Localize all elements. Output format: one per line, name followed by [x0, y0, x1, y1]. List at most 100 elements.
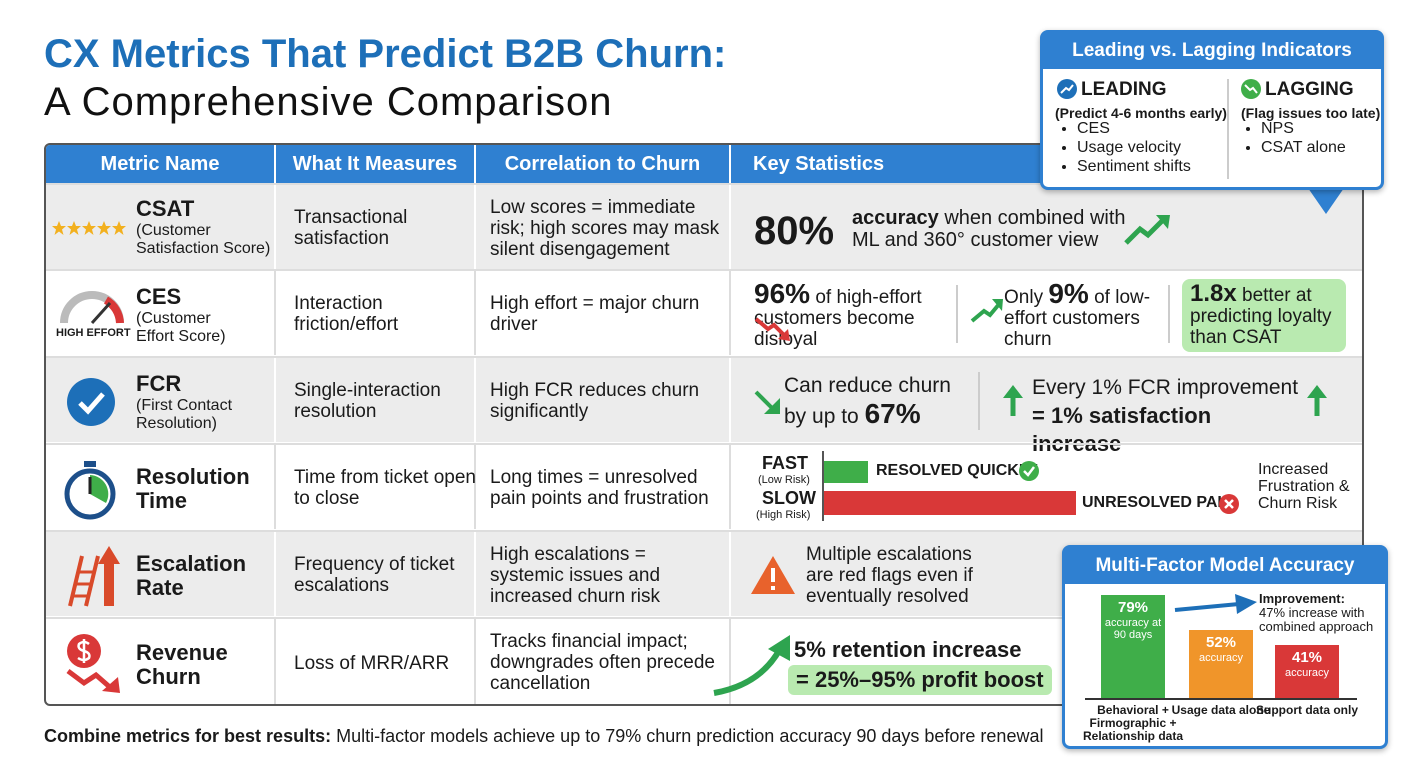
- stat-text: Multiple escalations are red flags even …: [806, 544, 973, 607]
- fast-bar-label: RESOLVED QUICKLY: [876, 462, 1038, 479]
- revenue-down-icon: [66, 634, 120, 693]
- baseline: [1085, 698, 1357, 700]
- category-label: Usage data alone: [1171, 703, 1271, 717]
- correlation: High FCR reduces churn significantly: [490, 380, 700, 422]
- fast-note: (Low Risk): [758, 474, 810, 486]
- trend-up-icon: [713, 635, 790, 696]
- stat-big: 9%: [1048, 278, 1089, 309]
- stat-text: better at predicting loyalty than CSAT: [1190, 285, 1332, 348]
- footer-text: Multi-factor models achieve up to 79% ch…: [336, 726, 1044, 746]
- subtitle: A Comprehensive Comparison: [44, 80, 613, 124]
- stat: Only 9% of low-effort customers churn: [1004, 280, 1174, 351]
- measures: Time from ticket open to close: [294, 467, 476, 509]
- fast-bar: [824, 461, 868, 483]
- value-label: 52%: [1205, 634, 1237, 652]
- list-item: NPS: [1261, 119, 1346, 138]
- stat-text: when combined with ML and 360° customer …: [852, 207, 1126, 251]
- trend-up-icon: [1124, 215, 1170, 245]
- correlation: High effort = major churn driver: [490, 293, 700, 335]
- measures: Interaction friction/effort: [294, 293, 399, 335]
- value-label: 79%: [1117, 599, 1149, 617]
- metric-name: CSAT: [136, 196, 195, 221]
- stat-text: 5% retention increase: [794, 637, 1022, 662]
- fast-label: FAST: [762, 453, 809, 473]
- warning-icon: [751, 556, 795, 594]
- row: CSAT (Customer Satisfaction Score) Trans…: [46, 183, 1362, 269]
- metric-name: CES: [136, 284, 182, 309]
- callout-pointer: [1308, 188, 1344, 214]
- check-icon: [67, 378, 115, 426]
- row: FCR (First Contact Resolution) Single-in…: [46, 356, 1362, 456]
- table: Metric Name What It Measures Correlation…: [44, 143, 1364, 706]
- stat-pre: Only: [1004, 287, 1044, 308]
- stat-big: 80%: [754, 209, 835, 253]
- metric-name: Resolution Time: [136, 464, 250, 513]
- trend-up-icon: [970, 299, 1003, 323]
- measures: Single-interaction resolution: [294, 380, 441, 422]
- title: CX Metrics That Predict B2B Churn:: [44, 32, 727, 76]
- footer-bold: Combine metrics for best results:: [44, 726, 332, 746]
- category-label: Behavioral + Firmographic + Relationship…: [1082, 703, 1183, 743]
- leading-label: LEADING: [1081, 79, 1167, 100]
- header: Correlation to Churn: [476, 145, 729, 183]
- chart-title: Multi-Factor Model Accuracy: [1065, 548, 1385, 584]
- footer: Combine metrics for best results: Multi-…: [44, 726, 1043, 747]
- correlation: High escalations = systemic issues and i…: [490, 544, 661, 607]
- list-item: CSAT alone: [1261, 138, 1346, 157]
- trend-down-icon: [754, 317, 790, 341]
- x-icon: [1219, 494, 1239, 514]
- improvement-arrow: [1174, 594, 1257, 614]
- annotation-label: Improvement:: [1259, 591, 1345, 606]
- accuracy-chart: Multi-Factor Model Accuracy Improvement:…: [1062, 545, 1388, 749]
- leading-note: (Predict 4-6 months early): [1055, 105, 1227, 121]
- leading-list: CES Usage velocity Sentiment shifts: [1043, 119, 1191, 176]
- arrow-down-icon: [754, 390, 780, 414]
- check-icon: [1019, 461, 1039, 481]
- correlation: Low scores = immediate risk; high scores…: [490, 197, 720, 260]
- correlation: Tracks financial impact; downgrades ofte…: [490, 631, 715, 694]
- stat-text: Every 1% FCR improvement: [1032, 376, 1299, 399]
- lagging-note: (Flag issues too late): [1241, 105, 1381, 121]
- list-item: Usage velocity: [1077, 138, 1191, 157]
- stat-highlight: = 25%–95% profit boost: [788, 665, 1052, 695]
- stat-big: 67%: [864, 398, 921, 429]
- indicators-box: Leading vs. Lagging Indicators LEADING (…: [1040, 30, 1384, 190]
- box-title: Leading vs. Lagging Indicators: [1043, 33, 1381, 69]
- lagging-list: NPS CSAT alone: [1227, 119, 1346, 157]
- row: HIGH EFFORT CES (Customer Effort Score) …: [46, 269, 1362, 355]
- bar: [1189, 630, 1253, 698]
- row: Resolution Time Time from ticket open to…: [46, 443, 1362, 529]
- stat-text: Can reduce churn by up to: [784, 374, 951, 428]
- arrow-up-icon: [1307, 385, 1327, 416]
- annotation-text: 47% increase with combined approach: [1259, 605, 1374, 634]
- value-sublabel: accuracy at 90 days: [1104, 617, 1162, 642]
- slow-bar: [824, 491, 1076, 515]
- metric-full: (Customer Effort Score): [136, 310, 226, 345]
- list-item: CES: [1077, 119, 1191, 138]
- metric-full: (First Contact Resolution): [136, 397, 233, 432]
- lagging-label: LAGGING: [1265, 79, 1354, 100]
- stopwatch-icon: [64, 461, 116, 520]
- metric-full: (Customer Satisfaction Score): [136, 222, 271, 257]
- value-sublabel: accuracy: [1198, 652, 1244, 665]
- category-label: Support data only: [1256, 703, 1358, 717]
- stat-text: accuracy when combined with ML and 360° …: [852, 207, 1132, 251]
- measures: Loss of MRR/ARR: [294, 653, 450, 674]
- annotation: Improvement: 47% increase with combined a…: [1259, 592, 1385, 634]
- header: What It Measures: [276, 145, 474, 183]
- stat-highlight: 1.8x better at predicting loyalty than C…: [1182, 279, 1346, 352]
- stat-big: 1.8x: [1190, 280, 1237, 307]
- row: Revenue Churn Loss of MRR/ARR Tracks fin…: [46, 617, 1362, 704]
- leading-icon: [1057, 79, 1077, 99]
- icon-label: HIGH EFFORT: [56, 327, 131, 339]
- correlation: Long times = unresolved pain points and …: [490, 467, 709, 509]
- stat-big: 96%: [754, 278, 811, 309]
- note: Increased Frustration & Churn Risk: [1258, 461, 1350, 512]
- measures: Transactional satisfaction: [294, 207, 408, 249]
- gauge-icon: [60, 291, 124, 325]
- stat-text: of low-effort customers churn: [1004, 287, 1151, 350]
- stat: Can reduce churn by up to 67%: [784, 372, 974, 431]
- measures: Frequency of ticket escalations: [294, 554, 455, 596]
- metric-name: Escalation Rate: [136, 551, 247, 600]
- arrow-up-icon: [1003, 385, 1023, 416]
